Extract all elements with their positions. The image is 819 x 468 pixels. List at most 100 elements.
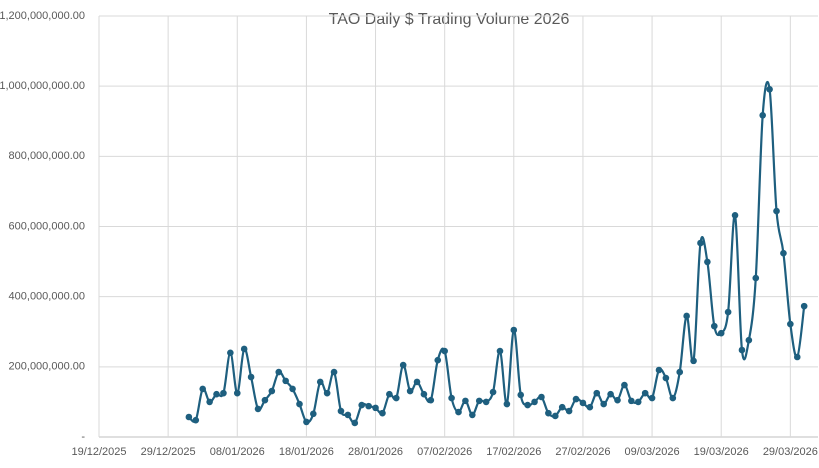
- marker: [531, 398, 538, 406]
- x-tick-label: 27/02/2026: [555, 446, 610, 458]
- marker: [337, 407, 345, 415]
- marker: [503, 400, 511, 408]
- marker: [724, 308, 732, 316]
- marker: [275, 368, 283, 376]
- marker: [316, 378, 324, 386]
- y-tick-label: 200,000,000.00: [9, 361, 85, 373]
- marker: [565, 407, 573, 415]
- marker: [233, 389, 241, 397]
- marker: [676, 368, 684, 376]
- marker: [683, 312, 690, 320]
- marker: [572, 395, 580, 403]
- marker: [662, 374, 670, 382]
- marker: [268, 387, 276, 395]
- marker: [738, 346, 746, 354]
- marker: [434, 356, 442, 364]
- marker: [482, 398, 490, 406]
- marker: [475, 397, 483, 405]
- x-tick-label: 29/03/2026: [763, 446, 818, 458]
- marker: [469, 411, 476, 419]
- y-tick-label: 800,000,000.00: [9, 150, 85, 162]
- marker: [261, 396, 269, 404]
- marker: [524, 401, 531, 409]
- marker: [641, 389, 649, 397]
- marker: [372, 404, 379, 412]
- marker: [800, 302, 808, 310]
- marker: [690, 357, 697, 365]
- marker: [628, 397, 635, 405]
- y-tick-label: 1,200,000,000.00: [0, 10, 85, 22]
- marker: [787, 320, 794, 328]
- marker: [254, 405, 262, 413]
- marker: [247, 373, 255, 381]
- marker: [496, 347, 504, 355]
- marker: [413, 378, 421, 386]
- marker: [655, 366, 663, 374]
- marker: [614, 396, 621, 404]
- marker: [717, 329, 725, 337]
- marker: [538, 393, 545, 401]
- marker: [731, 211, 739, 219]
- marker: [365, 402, 372, 410]
- marker: [330, 368, 338, 376]
- marker: [745, 336, 753, 344]
- marker: [399, 361, 407, 369]
- marker: [455, 408, 462, 416]
- marker: [420, 390, 428, 398]
- marker: [240, 345, 248, 353]
- marker: [489, 388, 497, 396]
- marker: [427, 396, 435, 404]
- marker: [752, 274, 760, 282]
- marker: [586, 403, 594, 411]
- marker: [351, 419, 359, 427]
- y-tick-label: 1,000,000,000.00: [0, 80, 85, 92]
- marker: [462, 397, 469, 405]
- marker: [558, 403, 566, 411]
- marker: [379, 409, 386, 417]
- x-tick-label: 28/01/2026: [348, 446, 403, 458]
- marker: [621, 381, 628, 389]
- marker: [386, 390, 393, 398]
- marker: [600, 400, 607, 408]
- marker: [704, 258, 711, 266]
- marker: [303, 418, 310, 426]
- marker: [773, 207, 780, 215]
- marker: [648, 394, 656, 402]
- marker: [289, 385, 296, 393]
- marker: [323, 389, 331, 397]
- marker: [607, 390, 614, 398]
- marker: [669, 394, 677, 402]
- marker: [296, 400, 303, 408]
- marker: [358, 401, 366, 409]
- y-tick-label: 400,000,000.00: [9, 291, 85, 303]
- marker: [192, 416, 200, 424]
- x-tick-label: 07/02/2026: [417, 446, 472, 458]
- marker: [392, 394, 400, 402]
- x-tick-label: 09/03/2026: [625, 446, 680, 458]
- marker: [551, 412, 559, 420]
- marker: [593, 389, 601, 397]
- marker: [199, 385, 207, 393]
- x-tick-label: 08/01/2026: [210, 446, 265, 458]
- marker: [793, 353, 801, 361]
- marker: [310, 410, 317, 418]
- chart-title: TAO Daily $ Trading Volume 2026: [329, 11, 570, 28]
- marker: [780, 249, 787, 257]
- marker: [185, 413, 193, 421]
- x-tick-label: 29/12/2025: [141, 446, 196, 458]
- marker: [517, 391, 525, 399]
- x-tick-label: 19/03/2026: [694, 446, 749, 458]
- marker: [441, 347, 448, 355]
- marker: [545, 409, 552, 417]
- marker: [448, 394, 455, 402]
- x-tick-label: 18/01/2026: [279, 446, 334, 458]
- marker: [282, 377, 289, 385]
- marker: [344, 411, 352, 419]
- marker: [220, 389, 227, 397]
- y-tick-label: 600,000,000.00: [9, 220, 85, 232]
- marker: [510, 326, 518, 334]
- marker: [227, 349, 234, 357]
- marker: [206, 398, 213, 406]
- marker: [579, 399, 587, 407]
